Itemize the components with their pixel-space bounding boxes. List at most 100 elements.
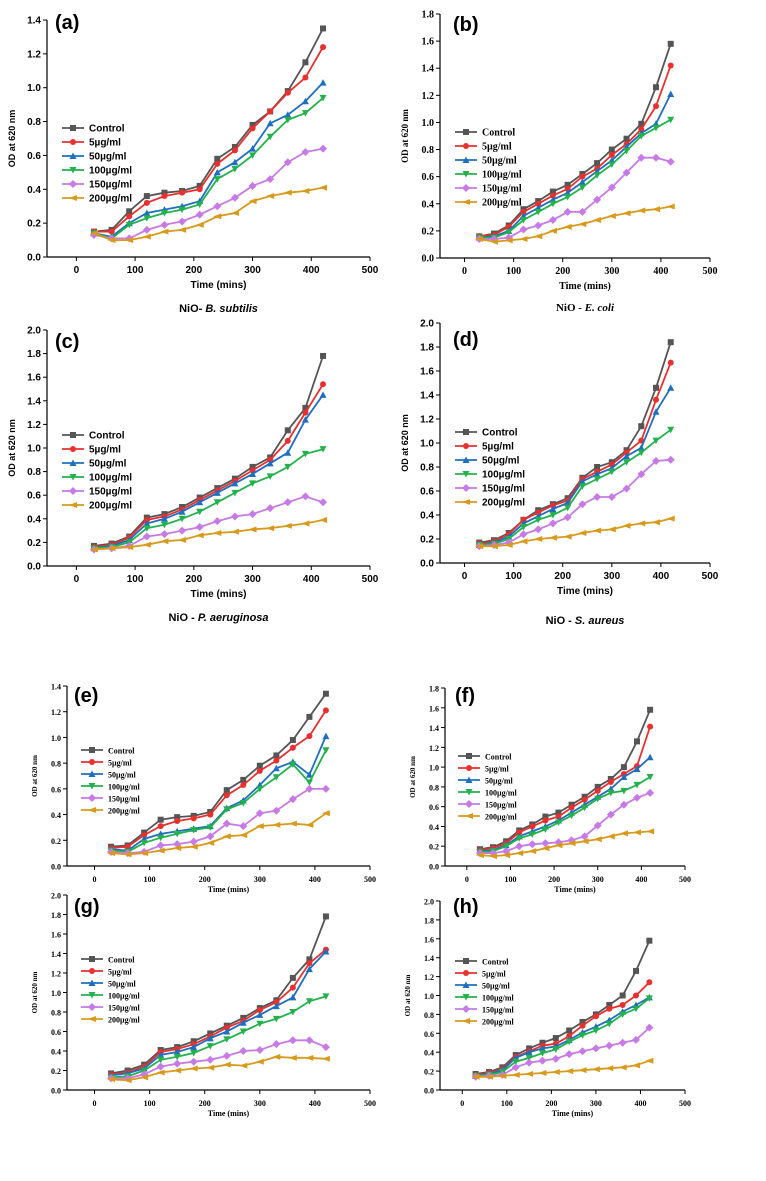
legend-label: 5µg/ml	[108, 759, 132, 768]
x-tick-label: 200	[185, 574, 202, 585]
data-point	[189, 1065, 198, 1072]
data-point	[160, 220, 169, 229]
data-point	[578, 178, 586, 186]
series-line	[94, 46, 324, 233]
y-tick-label: 1.6	[424, 935, 434, 944]
y-tick-label: 2.0	[51, 892, 61, 901]
y-tick-label: 0.2	[51, 1067, 61, 1076]
y-tick-label: 2.0	[27, 326, 41, 337]
data-point	[619, 830, 628, 837]
data-point	[213, 489, 221, 496]
series-4	[475, 426, 675, 549]
data-point	[322, 732, 330, 740]
series-4	[475, 116, 675, 242]
data-point	[320, 44, 327, 51]
legend-entry: 50µg/ml	[81, 979, 136, 989]
data-point	[632, 1035, 640, 1044]
y-tick-label: 0.6	[422, 172, 435, 183]
data-point	[107, 850, 116, 857]
data-point	[213, 517, 222, 526]
legend-marker	[466, 753, 472, 759]
data-point	[534, 525, 543, 534]
data-point	[160, 521, 168, 529]
y-tick-label: 1.6	[429, 704, 439, 713]
data-point	[239, 1062, 248, 1069]
data-point	[529, 823, 536, 830]
y-tick-label: 0.6	[420, 487, 434, 498]
x-tick-label: 300	[604, 266, 619, 277]
data-point	[620, 773, 628, 780]
legend-marker	[69, 502, 77, 508]
legend-marker	[462, 1018, 470, 1024]
data-point	[266, 504, 275, 513]
data-point	[289, 761, 297, 768]
y-tick-label: 1.4	[422, 64, 435, 75]
data-point	[305, 998, 313, 1005]
y-axis-label: OD at 620 nm	[31, 755, 39, 797]
data-point	[305, 965, 313, 973]
data-point	[178, 206, 186, 214]
data-point	[652, 408, 660, 415]
legend-label: Control	[89, 124, 125, 135]
x-tick-label: 0	[93, 1099, 97, 1108]
y-tick-label: 0.8	[27, 117, 41, 128]
data-point	[516, 829, 523, 836]
data-point	[178, 226, 187, 233]
data-point	[140, 1074, 149, 1081]
y-tick-label: 1.6	[422, 37, 435, 48]
data-point	[214, 160, 221, 167]
series-line	[93, 97, 324, 240]
data-point	[231, 489, 239, 497]
data-point	[143, 199, 150, 206]
data-point	[578, 221, 587, 228]
data-point	[593, 476, 601, 483]
data-point	[223, 1028, 231, 1035]
data-point	[213, 499, 221, 506]
data-point	[266, 119, 274, 127]
legend-entry: 100µg/ml	[62, 473, 132, 484]
data-point	[528, 840, 537, 849]
data-point	[578, 477, 586, 485]
data-point	[578, 184, 586, 192]
data-point	[161, 189, 168, 196]
legend-label: 150µg/ml	[108, 1004, 140, 1013]
data-point	[505, 229, 513, 236]
data-point	[301, 110, 309, 117]
legend-entry: 100µg/ml	[458, 789, 517, 798]
x-tick-label: 200	[554, 571, 571, 582]
data-point	[519, 225, 528, 234]
data-point	[634, 738, 640, 745]
data-point	[266, 133, 274, 141]
data-point	[143, 193, 150, 200]
data-point	[126, 208, 133, 215]
legend-label: 200µg/ml	[89, 501, 132, 512]
data-point	[563, 513, 572, 522]
series-line	[111, 749, 327, 853]
data-point	[666, 157, 675, 166]
y-tick-label: 1.4	[27, 396, 41, 407]
y-axis-label: OD at 620 nm	[409, 756, 417, 798]
x-tick-label: 0	[74, 265, 80, 276]
legend-marker	[89, 759, 95, 765]
data-point	[554, 819, 562, 826]
legend-label: Control	[482, 128, 515, 139]
data-point	[190, 1049, 198, 1057]
data-point	[623, 452, 631, 460]
data-point	[566, 1033, 573, 1040]
data-point	[666, 455, 675, 464]
data-point	[555, 809, 562, 816]
data-point	[302, 74, 309, 81]
data-point	[653, 396, 659, 403]
x-tick-label: 0	[465, 875, 469, 884]
y-axis-label: OD at 620 nm	[31, 971, 39, 1013]
legend-entry: 5µg/ml	[81, 968, 132, 977]
data-point	[475, 543, 484, 550]
data-point	[666, 203, 675, 210]
legend-label: 100µg/ml	[482, 170, 522, 181]
legend-marker	[88, 979, 96, 986]
data-point	[255, 823, 264, 830]
data-point	[179, 189, 186, 196]
y-tick-label: 1.2	[429, 744, 439, 753]
data-point	[272, 806, 281, 815]
data-point	[534, 233, 543, 240]
